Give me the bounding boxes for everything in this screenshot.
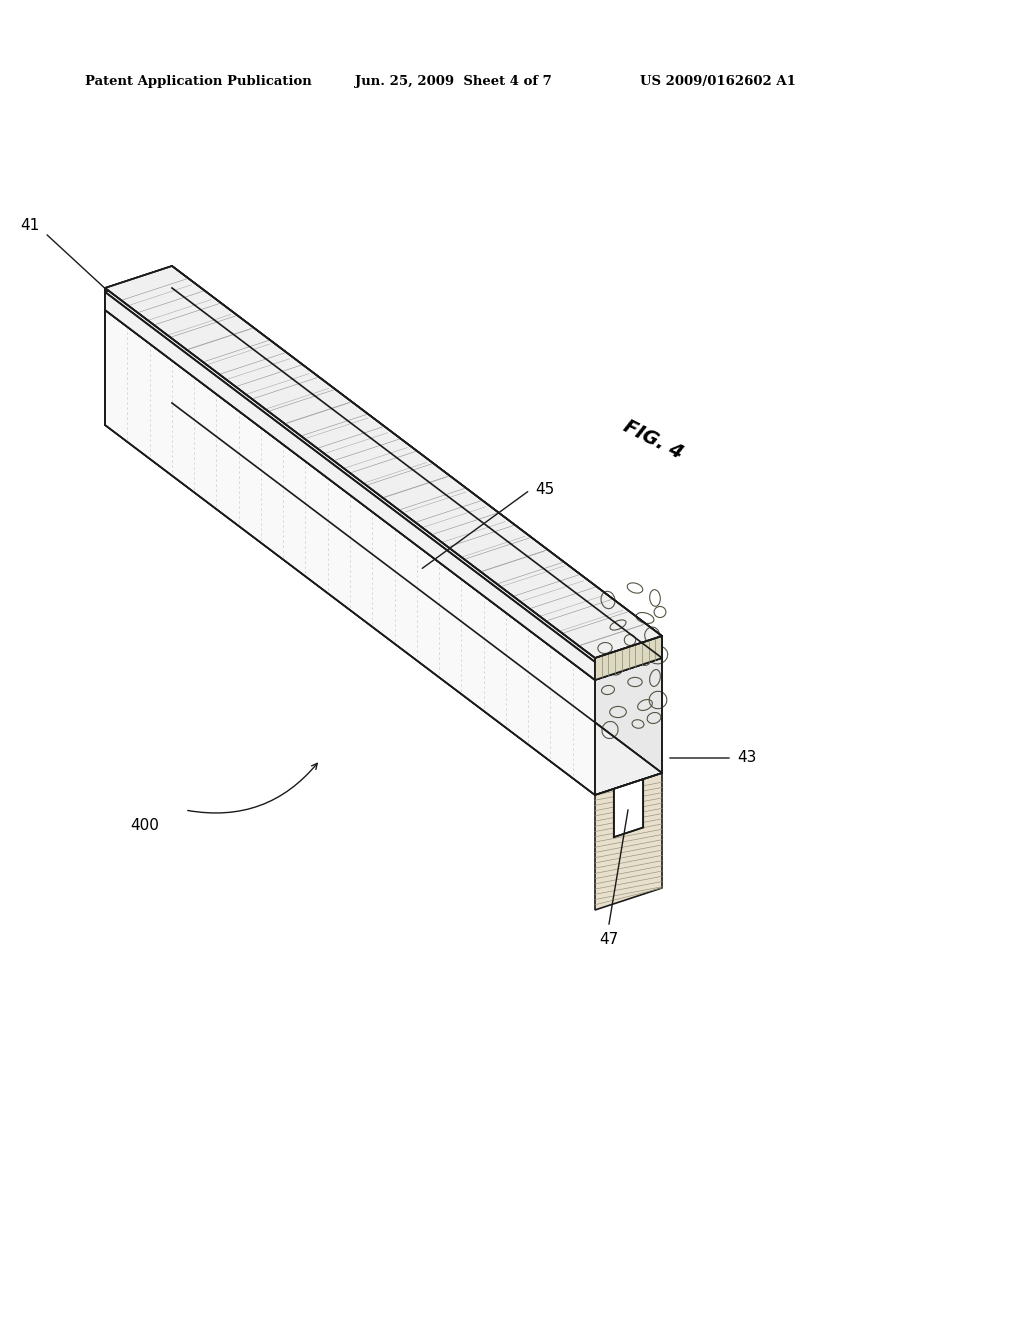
Text: 41: 41: [20, 219, 40, 234]
Text: 47: 47: [599, 932, 618, 946]
Polygon shape: [172, 288, 662, 774]
Polygon shape: [172, 267, 662, 657]
Polygon shape: [105, 267, 172, 425]
Polygon shape: [105, 310, 595, 795]
Polygon shape: [595, 636, 662, 680]
Text: 400: 400: [130, 817, 159, 833]
Text: Jun. 25, 2009  Sheet 4 of 7: Jun. 25, 2009 Sheet 4 of 7: [355, 75, 552, 88]
Polygon shape: [105, 288, 595, 680]
Text: 43: 43: [737, 751, 757, 766]
Polygon shape: [613, 779, 643, 837]
Polygon shape: [595, 774, 662, 909]
Text: FIG. 4: FIG. 4: [620, 417, 686, 463]
Polygon shape: [105, 271, 662, 663]
Text: 45: 45: [535, 483, 554, 498]
Polygon shape: [105, 403, 662, 795]
Polygon shape: [105, 292, 595, 680]
Polygon shape: [105, 288, 662, 680]
Polygon shape: [595, 640, 662, 680]
Text: US 2009/0162602 A1: US 2009/0162602 A1: [640, 75, 796, 88]
Text: Patent Application Publication: Patent Application Publication: [85, 75, 311, 88]
Polygon shape: [172, 271, 662, 657]
Polygon shape: [105, 267, 662, 657]
